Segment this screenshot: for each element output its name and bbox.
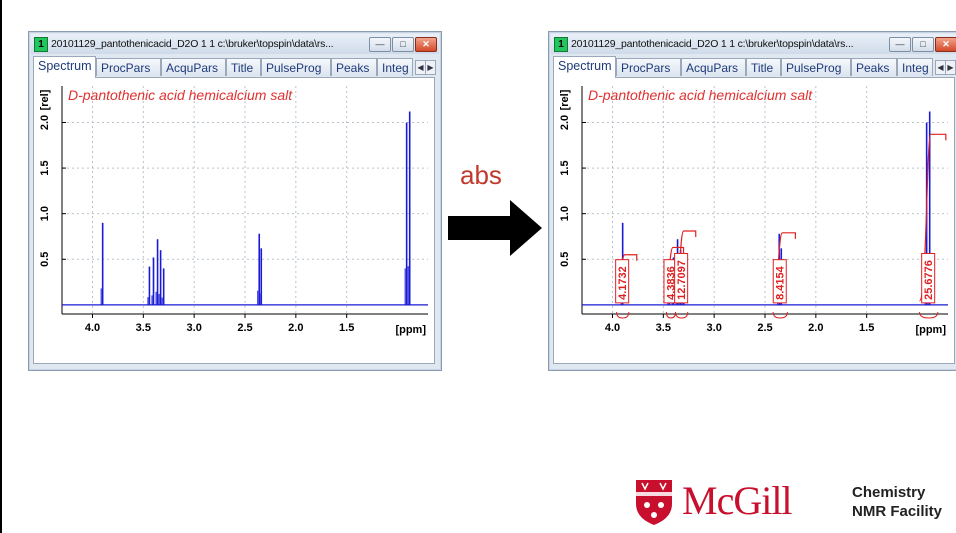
integral-bracket [616, 311, 630, 319]
dataset-number-badge: 1 [34, 37, 48, 52]
tab-peaks[interactable]: Peaks [331, 58, 377, 76]
x-axis-label: [ppm] [395, 324, 426, 336]
x-tick-label: 3.0 [187, 322, 202, 334]
integral-label-group: 8.4154 [772, 259, 787, 304]
mcgill-nmr-logo: McGill Chemistry NMR Facility [634, 470, 956, 532]
x-tick-label: 1.5 [339, 322, 354, 334]
sample-name-label: D-pantothenic acid hemicalcium salt [588, 87, 813, 103]
tab-acqupars[interactable]: AcquPars [681, 58, 746, 76]
integral-label-box [921, 252, 936, 304]
x-axis-label: [ppm] [915, 324, 946, 336]
window-titlebar[interactable]: 1 20101129_pantothenicacid_D2O 1 1 c:\br… [31, 34, 439, 54]
tab-integrals[interactable]: Integ [897, 58, 933, 76]
tab-bar: Spectrum ProcPars AcquPars Title PulsePr… [33, 56, 437, 78]
tab-spectrum[interactable]: Spectrum [33, 56, 96, 78]
x-tick-label: 1.5 [859, 322, 874, 334]
x-tick-label: 2.0 [288, 322, 303, 334]
integral-bracket [665, 311, 677, 319]
tab-title[interactable]: Title [226, 58, 261, 76]
tab-scroll-right-icon[interactable]: ▶ [945, 60, 956, 75]
sample-name-label: D-pantothenic acid hemicalcium salt [68, 87, 293, 103]
y-axis-label: [rel] [559, 89, 571, 110]
tab-acqupars[interactable]: AcquPars [161, 58, 226, 76]
slide-left-border [0, 0, 2, 533]
tab-procpars[interactable]: ProcPars [616, 58, 681, 76]
tab-pulseprog[interactable]: PulseProg [261, 58, 331, 76]
x-tick-label: 4.0 [605, 322, 620, 334]
integral-label-group: 4.1732 [615, 259, 630, 304]
x-tick-label: 3.0 [707, 322, 722, 334]
integral-value: 25.6776 [923, 260, 935, 300]
x-tick-label: 2.0 [808, 322, 823, 334]
y-tick-label: 2.0 [559, 115, 571, 130]
close-button[interactable]: ✕ [935, 37, 956, 52]
integral-label-box [772, 259, 787, 304]
tab-bar: Spectrum ProcPars AcquPars Title PulsePr… [553, 56, 956, 78]
step-label: abs [460, 160, 502, 190]
arrow-right-icon [448, 200, 542, 256]
tab-peaks[interactable]: Peaks [851, 58, 897, 76]
integral-value: 8.4154 [775, 265, 787, 300]
x-tick-label: 2.5 [757, 322, 772, 334]
integral-bracket [675, 311, 689, 319]
maximize-button[interactable]: □ [392, 37, 414, 52]
integral-value: 12.7097 [676, 260, 688, 300]
y-tick-label: 1.0 [39, 206, 51, 221]
mcgill-wordmark: McGill [682, 478, 793, 523]
x-tick-label: 4.0 [85, 322, 100, 334]
tab-title[interactable]: Title [746, 58, 781, 76]
window-title: 20101129_pantothenicacid_D2O 1 1 c:\bruk… [51, 38, 334, 50]
integral-label-group: 25.6776 [921, 252, 936, 304]
integral-label-box [674, 252, 689, 304]
spectrum-svg: 0.5 1.0 1.5 2.0 [rel] 4.0 3.5 3.0 2.5 2.0 1.5 [ppm]… [39, 86, 428, 336]
integral-label-box [615, 259, 630, 304]
spectrum-plot[interactable]: 0.5 1.0 1.5 2.0 [rel] 4.0 3.5 3.0 2.5 2.0 1.5 [ppm]… [553, 77, 955, 364]
topspin-window-after[interactable]: 1 20101129_pantothenicacid_D2O 1 1 c:\br… [548, 31, 956, 371]
integral-label-group: 12.7097 [674, 252, 689, 304]
window-titlebar[interactable]: 1 20101129_pantothenicacid_D2O 1 1 c:\br… [551, 34, 956, 54]
x-tick-label: 2.5 [237, 322, 252, 334]
minimize-button[interactable]: — [369, 37, 391, 52]
y-tick-label: 1.5 [39, 160, 51, 175]
x-tick-label: 3.5 [656, 322, 671, 334]
x-tick-label: 3.5 [136, 322, 151, 334]
tab-procpars[interactable]: ProcPars [96, 58, 161, 76]
tab-integrals[interactable]: Integ [377, 58, 413, 76]
y-tick-label: 0.5 [39, 252, 51, 267]
maximize-button[interactable]: □ [912, 37, 934, 52]
y-axis-label: [rel] [39, 89, 51, 110]
tab-spectrum[interactable]: Spectrum [553, 56, 616, 78]
integral-value: 4.1732 [617, 266, 629, 300]
window-title: 20101129_pantothenicacid_D2O 1 1 c:\bruk… [571, 38, 854, 50]
integral-bracket [919, 311, 939, 319]
y-tick-label: 0.5 [559, 252, 571, 267]
integral-bracket [772, 311, 788, 319]
facility-name-line1: Chemistry [852, 484, 926, 501]
spectrum-plot[interactable]: 0.5 1.0 1.5 2.0 [rel] 4.0 3.5 3.0 2.5 2.0 1.5 [ppm]… [33, 77, 435, 364]
minimize-button[interactable]: — [889, 37, 911, 52]
y-tick-label: 1.0 [559, 206, 571, 221]
topspin-window-before[interactable]: 1 20101129_pantothenicacid_D2O 1 1 c:\br… [28, 31, 442, 371]
tab-pulseprog[interactable]: PulseProg [781, 58, 851, 76]
dataset-number-badge: 1 [554, 37, 568, 52]
mcgill-shield-icon [636, 480, 672, 525]
y-tick-label: 2.0 [39, 115, 51, 130]
tab-scroll-right-icon[interactable]: ▶ [425, 60, 436, 75]
close-button[interactable]: ✕ [415, 37, 437, 52]
facility-name-line2: NMR Facility [852, 503, 943, 520]
y-tick-label: 1.5 [559, 160, 571, 175]
spectrum-svg: 0.5 1.0 1.5 2.0 [rel] 4.0 3.5 3.0 2.5 2.0 1.5 [ppm]… [559, 86, 948, 336]
